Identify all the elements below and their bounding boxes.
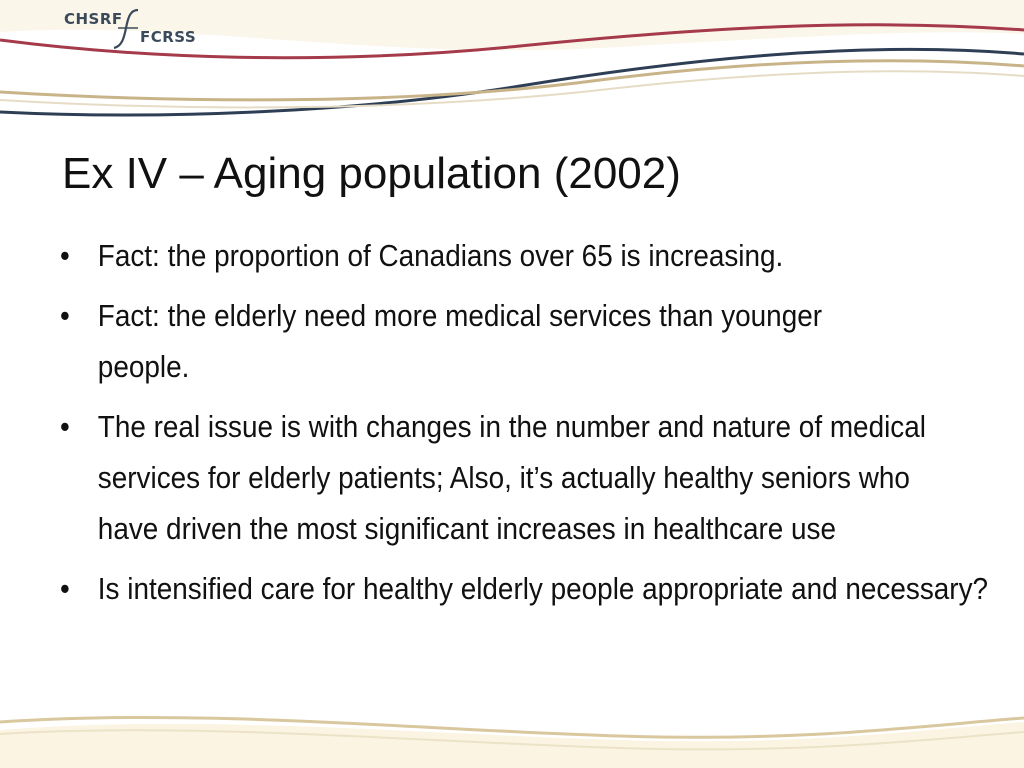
footer-cream-band — [0, 722, 1024, 768]
logo-text-french: FCRSS — [140, 28, 197, 46]
header-tan-band — [0, 0, 1024, 51]
bullet-dot-icon: • — [60, 409, 70, 444]
header-light-wave — [0, 70, 1024, 109]
bullet-item: • Fact: the elderly need more medical se… — [60, 290, 881, 392]
chsrf-fcrss-logo: CHSRF FCRSS — [64, 6, 204, 52]
bullet-list: • Fact: the proportion of Canadians over… — [60, 230, 988, 623]
slide-title: Ex IV – Aging population (2002) — [62, 149, 681, 198]
header-tan-wave — [0, 59, 1024, 102]
logo-swoosh-icon — [113, 8, 139, 50]
header-navy-wave — [0, 47, 1024, 117]
footer-wave-decoration — [0, 715, 1024, 768]
bullet-text: Is intensified care for healthy elderly … — [97, 571, 989, 606]
header-red-wave — [0, 23, 1024, 60]
footer-light-wave — [0, 729, 1024, 751]
header-wave-decoration — [0, 0, 1024, 117]
bullet-item: • Fact: the proportion of Canadians over… — [60, 230, 998, 281]
bullet-dot-icon: • — [60, 571, 70, 606]
bullet-dot-icon: • — [60, 298, 70, 333]
bullet-text: The real issue is with changes in the nu… — [97, 409, 926, 546]
bullet-text: Fact: the elderly need more medical serv… — [97, 298, 823, 384]
bullet-dot-icon: • — [60, 238, 70, 273]
bullet-text: Fact: the proportion of Canadians over 6… — [97, 238, 784, 273]
footer-tan-wave — [0, 715, 1024, 739]
logo-text-english: CHSRF — [64, 10, 123, 28]
bullet-item: • Is intensified care for healthy elderl… — [60, 563, 1007, 614]
bullet-item: • The real issue is with changes in the … — [60, 401, 962, 554]
